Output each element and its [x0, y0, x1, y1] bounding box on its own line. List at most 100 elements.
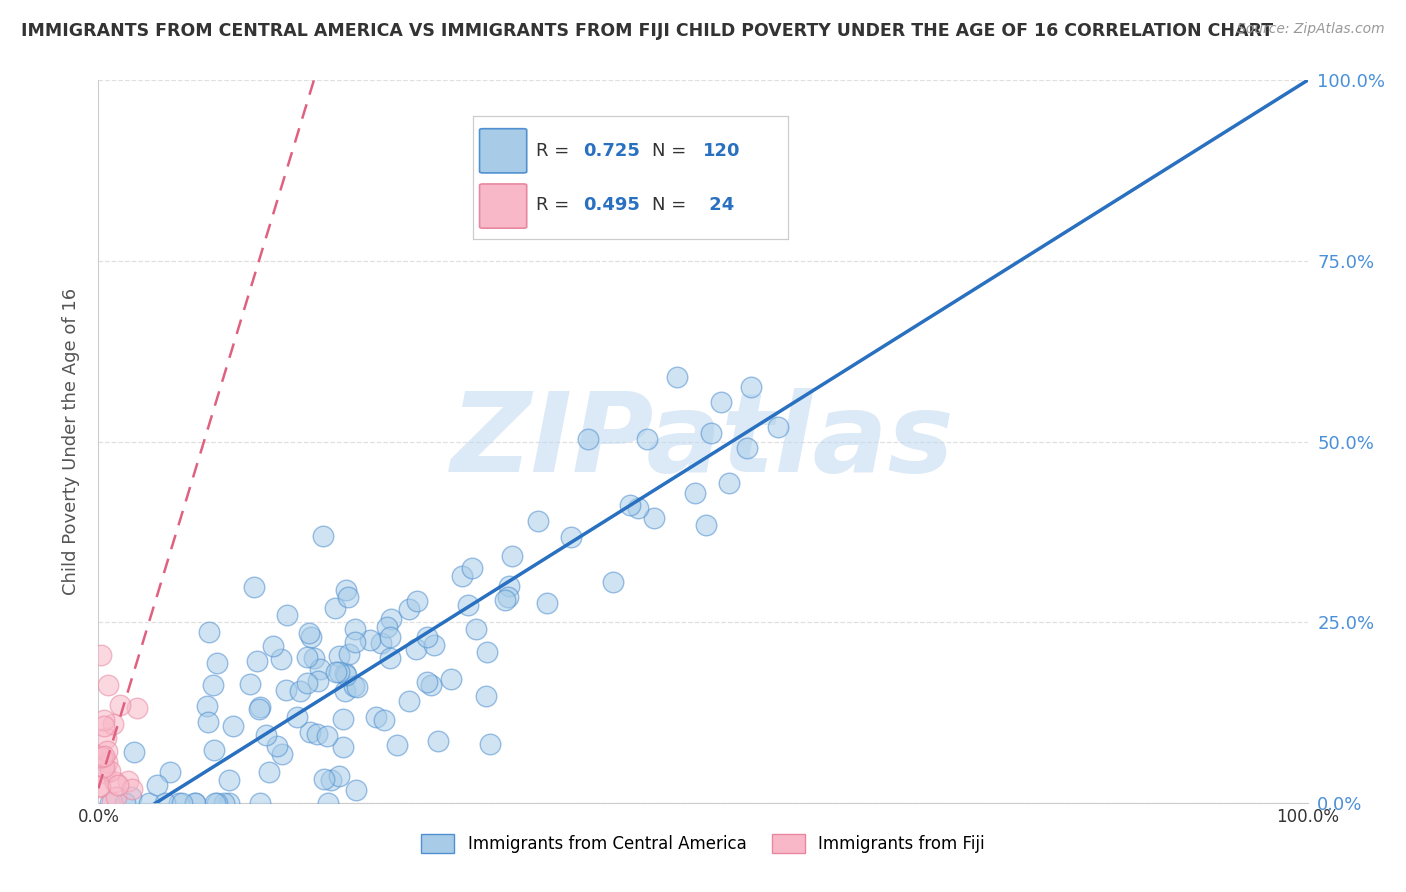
Point	[415, 631, 437, 645]
Point	[307, 674, 329, 689]
Point	[475, 689, 498, 703]
Point	[560, 531, 582, 545]
Point	[665, 369, 688, 384]
Point	[145, 778, 167, 792]
Point	[96, 744, 118, 758]
Point	[93, 749, 115, 764]
Point	[494, 593, 516, 607]
Point	[337, 647, 360, 661]
Point	[344, 782, 367, 797]
Point	[619, 499, 641, 513]
Point	[297, 650, 319, 665]
Point	[718, 475, 741, 490]
Point	[96, 678, 118, 692]
Point	[527, 514, 550, 528]
Point	[94, 766, 117, 780]
Point	[170, 796, 193, 810]
Point	[359, 632, 381, 647]
Point	[239, 677, 262, 691]
Point	[98, 796, 121, 810]
Point	[100, 795, 122, 809]
Point	[335, 683, 357, 698]
Point	[159, 765, 181, 780]
Point	[93, 713, 115, 727]
Point	[222, 719, 245, 733]
Point	[89, 779, 111, 793]
Point	[201, 678, 224, 692]
Point	[346, 681, 368, 695]
Text: Source: ZipAtlas.com: Source: ZipAtlas.com	[1237, 22, 1385, 37]
Point	[457, 599, 479, 613]
Point	[370, 636, 392, 650]
Point	[276, 608, 298, 623]
Point	[205, 796, 228, 810]
Point	[478, 737, 501, 751]
Point	[336, 591, 359, 605]
Point	[423, 639, 446, 653]
Point	[254, 728, 277, 742]
Point	[740, 380, 762, 394]
Point	[450, 569, 472, 583]
Point	[496, 591, 519, 605]
Point	[699, 426, 721, 441]
Point	[380, 630, 402, 644]
Point	[343, 634, 366, 648]
Point	[295, 676, 318, 690]
Point	[249, 700, 271, 714]
Point	[440, 672, 463, 686]
Y-axis label: Child Poverty Under the Age of 16: Child Poverty Under the Age of 16	[62, 288, 80, 595]
Point	[202, 742, 225, 756]
Point	[305, 727, 328, 741]
Point	[184, 796, 207, 810]
Point	[419, 678, 441, 692]
Point	[465, 622, 488, 636]
Point	[218, 796, 240, 810]
Point	[121, 782, 143, 797]
Point	[90, 648, 112, 663]
Point	[328, 769, 350, 783]
Point	[333, 665, 356, 680]
Point	[195, 699, 218, 714]
Point	[576, 432, 599, 446]
Point	[636, 433, 658, 447]
Point	[197, 714, 219, 729]
Point	[302, 651, 325, 665]
Point	[343, 679, 366, 693]
Point	[107, 778, 129, 792]
Point	[373, 714, 395, 728]
Point	[271, 747, 294, 762]
Point	[184, 796, 207, 810]
Text: ZIPatlas: ZIPatlas	[451, 388, 955, 495]
Point	[117, 774, 139, 789]
Point	[257, 764, 280, 779]
Point	[101, 717, 124, 731]
Point	[427, 734, 450, 748]
Point	[138, 796, 160, 810]
Point	[212, 796, 235, 810]
Point	[498, 579, 520, 593]
Point	[218, 773, 240, 788]
Point	[710, 395, 733, 409]
Point	[204, 796, 226, 810]
Point	[285, 710, 308, 724]
Point	[274, 683, 297, 698]
Point	[380, 612, 402, 626]
Point	[243, 580, 266, 594]
Point	[288, 683, 311, 698]
Legend: Immigrants from Central America, Immigrants from Fiji: Immigrants from Central America, Immigra…	[415, 827, 991, 860]
Point	[328, 648, 350, 663]
Point	[169, 796, 191, 810]
Point	[316, 796, 339, 810]
Point	[104, 775, 127, 789]
Point	[249, 796, 271, 810]
Point	[91, 750, 114, 764]
Point	[364, 710, 387, 724]
Point	[108, 698, 131, 712]
Point	[416, 674, 439, 689]
Point	[328, 665, 350, 679]
Point	[299, 725, 322, 739]
Point	[312, 772, 335, 787]
Point	[270, 652, 292, 666]
Point	[94, 731, 117, 745]
Point	[122, 745, 145, 759]
